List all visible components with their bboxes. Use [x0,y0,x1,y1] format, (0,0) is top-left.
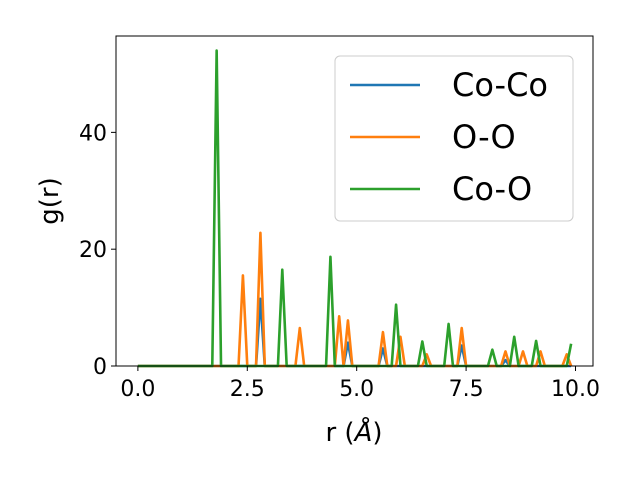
series-line-o-o [137,231,573,368]
legend-label-o-o: O-O [452,118,516,156]
x-axis-label: r (Å) [325,416,382,448]
legend-label-co-co: Co-Co [452,66,548,104]
y-tick-label: 40 [79,121,107,146]
legend-label-co-o: Co-O [452,170,532,208]
plot-frame [115,35,594,367]
x-tick-label: 5.0 [339,377,374,402]
x-tick-label: 0.0 [120,377,155,402]
legend: Co-Co O-O Co-O [334,55,574,222]
legend-frame [334,55,574,222]
x-axis-label-unit: Å [353,416,373,448]
y-tick-label: 0 [93,355,107,380]
x-tick-label: 7.5 [449,377,484,402]
x-tick-label: 2.5 [230,377,265,402]
x-axis-label-text: r ( [325,418,354,448]
y-axis-ticks: 0 20 40 [79,121,116,380]
x-axis-label-close: ) [372,418,382,448]
y-axis-label: g(r) [35,177,65,224]
x-tick-label: 10.0 [551,377,600,402]
x-axis-ticks: 0.0 2.5 5.0 7.5 10.0 [120,366,600,402]
y-tick-label: 20 [79,238,107,263]
